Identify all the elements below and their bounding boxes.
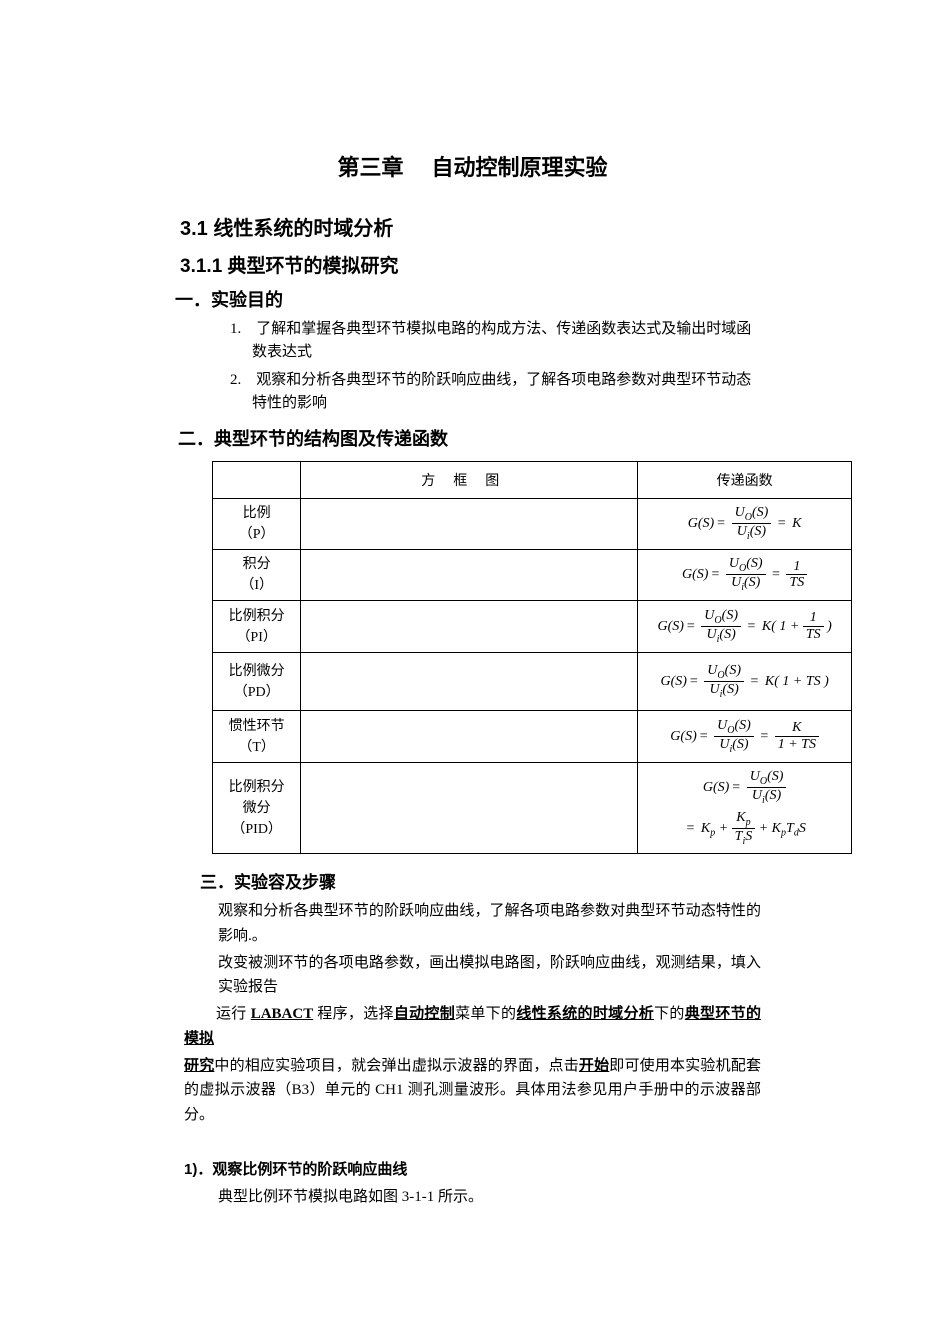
- table-row: 积分 （I） G(S)= UO(S)Ui(S) = 1TS: [213, 550, 852, 601]
- menu-time-domain: 线性系统的时域分析: [516, 1005, 654, 1022]
- row-label-text: 比例: [243, 506, 271, 521]
- row-label-i: 积分 （I）: [213, 550, 301, 601]
- row-label-text: 积分: [243, 557, 271, 572]
- row-label-text: （PI）: [236, 630, 276, 645]
- row-label-text: （P）: [239, 527, 275, 542]
- row-label-text: 比例积分: [229, 780, 285, 795]
- row-diagram-cell: [301, 601, 638, 653]
- menu-auto-control: 自动控制: [394, 1005, 455, 1022]
- p3-text: 运行: [216, 1006, 247, 1022]
- heading-steps: 三．实验容及步骤: [200, 868, 845, 893]
- step1-paragraph: 典型比例环节模拟电路如图 3-1-1 所示。: [218, 1185, 761, 1210]
- row-label-text: 比例微分: [229, 664, 285, 679]
- row-label-pi: 比例积分 （PI）: [213, 601, 301, 653]
- labact-label: LABACT: [251, 1006, 314, 1022]
- heading-purpose: 一．实验目的: [175, 286, 845, 312]
- table-header-blank: [213, 462, 301, 499]
- row-diagram-cell: [301, 763, 638, 854]
- row-label-text: 微分: [243, 801, 271, 816]
- p3-text: 中的相应实验项目，就会弹出虚拟示波器的界面，点击: [214, 1058, 579, 1074]
- row-tf-pi: G(S)= UO(S)Ui(S) = K( 1 + 1TS ): [638, 601, 852, 653]
- row-diagram-cell: [301, 550, 638, 601]
- step-paragraph-1: 观察和分析各典型环节的阶跃响应曲线，了解各项电路参数对典型环节动态特性的影响.。: [218, 899, 761, 949]
- start-label: 开始: [579, 1057, 609, 1074]
- row-label-pd: 比例微分 （PD）: [213, 653, 301, 711]
- p3-text: 菜单下的: [455, 1006, 516, 1022]
- heading-step-1: 1)．观察比例环节的阶跃响应曲线: [184, 1158, 845, 1179]
- step-paragraph-3: 运行 LABACT 程序，选择自动控制菜单下的线性系统的时域分析下的典型环节的模…: [184, 1002, 761, 1052]
- table-header-row: 方框图 传递函数: [213, 462, 852, 499]
- row-tf-p: G(S)= UO(S)Ui(S) = K: [638, 499, 852, 550]
- row-label-p: 比例 （P）: [213, 499, 301, 550]
- table-row: 比例微分 （PD） G(S)= UO(S)Ui(S) = K( 1 + TS ): [213, 653, 852, 711]
- p3-text: 程序，选择: [317, 1006, 394, 1022]
- purpose-item-1: 1. 了解和掌握各典型环节模拟电路的构成方法、传递函数表达式及输出时域函数表达式: [230, 318, 761, 365]
- row-label-text: （PD）: [234, 685, 280, 700]
- menu-typical-sim-2: 研究: [184, 1057, 214, 1074]
- row-label-text: （T）: [238, 740, 275, 755]
- chapter-title: 第三章 自动控制原理实验: [100, 150, 845, 182]
- row-label-text: （I）: [240, 578, 273, 593]
- purpose-item-2: 2. 观察和分析各典型环节的阶跃响应曲线，了解各项电路参数对典型环节动态特性的影…: [230, 369, 761, 416]
- row-label-text: 惯性环节: [229, 719, 285, 734]
- row-tf-t: G(S)= UO(S)Ui(S) = K1 + TS: [638, 711, 852, 763]
- step-paragraph-2: 改变被测环节的各项电路参数，画出模拟电路图，阶跃响应曲线，观测结果，填入实验报告: [218, 951, 761, 1001]
- section-3-1-heading: 3.1 线性系统的时域分析: [180, 212, 845, 241]
- row-label-t: 惯性环节 （T）: [213, 711, 301, 763]
- table-header-diagram: 方框图: [301, 462, 638, 499]
- p3-text: 下的: [654, 1006, 685, 1022]
- row-label-text: 比例积分: [229, 609, 285, 624]
- row-diagram-cell: [301, 711, 638, 763]
- row-label-text: （PID）: [231, 822, 282, 837]
- table-header-tf: 传递函数: [638, 462, 852, 499]
- table-row: 比例积分 （PI） G(S)= UO(S)Ui(S) = K( 1 + 1TS …: [213, 601, 852, 653]
- table-row: 比例 （P） G(S)= UO(S)Ui(S) = K: [213, 499, 852, 550]
- table-row: 惯性环节 （T） G(S)= UO(S)Ui(S) = K1 + TS: [213, 711, 852, 763]
- row-diagram-cell: [301, 499, 638, 550]
- row-diagram-cell: [301, 653, 638, 711]
- row-tf-i: G(S)= UO(S)Ui(S) = 1TS: [638, 550, 852, 601]
- page: 第三章 自动控制原理实验 3.1 线性系统的时域分析 3.1.1 典型环节的模拟…: [0, 0, 945, 1337]
- section-3-1-1-heading: 3.1.1 典型环节的模拟研究: [180, 251, 845, 278]
- row-tf-pid: G(S)= UO(S)Ui(S) = Kp + KpTiS + KpTdS: [638, 763, 852, 854]
- transfer-function-table: 方框图 传递函数 比例 （P） G(S)= UO(S)Ui(S) = K 积分 …: [212, 461, 852, 854]
- row-tf-pd: G(S)= UO(S)Ui(S) = K( 1 + TS ): [638, 653, 852, 711]
- heading-structure: 二．典型环节的结构图及传递函数: [178, 425, 845, 451]
- step-paragraph-3b: 研究中的相应实验项目，就会弹出虚拟示波器的界面，点击开始即可使用本实验机配套的虚…: [184, 1054, 761, 1128]
- table-row: 比例积分 微分 （PID） G(S)= UO(S)Ui(S) = Kp + Kp…: [213, 763, 852, 854]
- row-label-pid: 比例积分 微分 （PID）: [213, 763, 301, 854]
